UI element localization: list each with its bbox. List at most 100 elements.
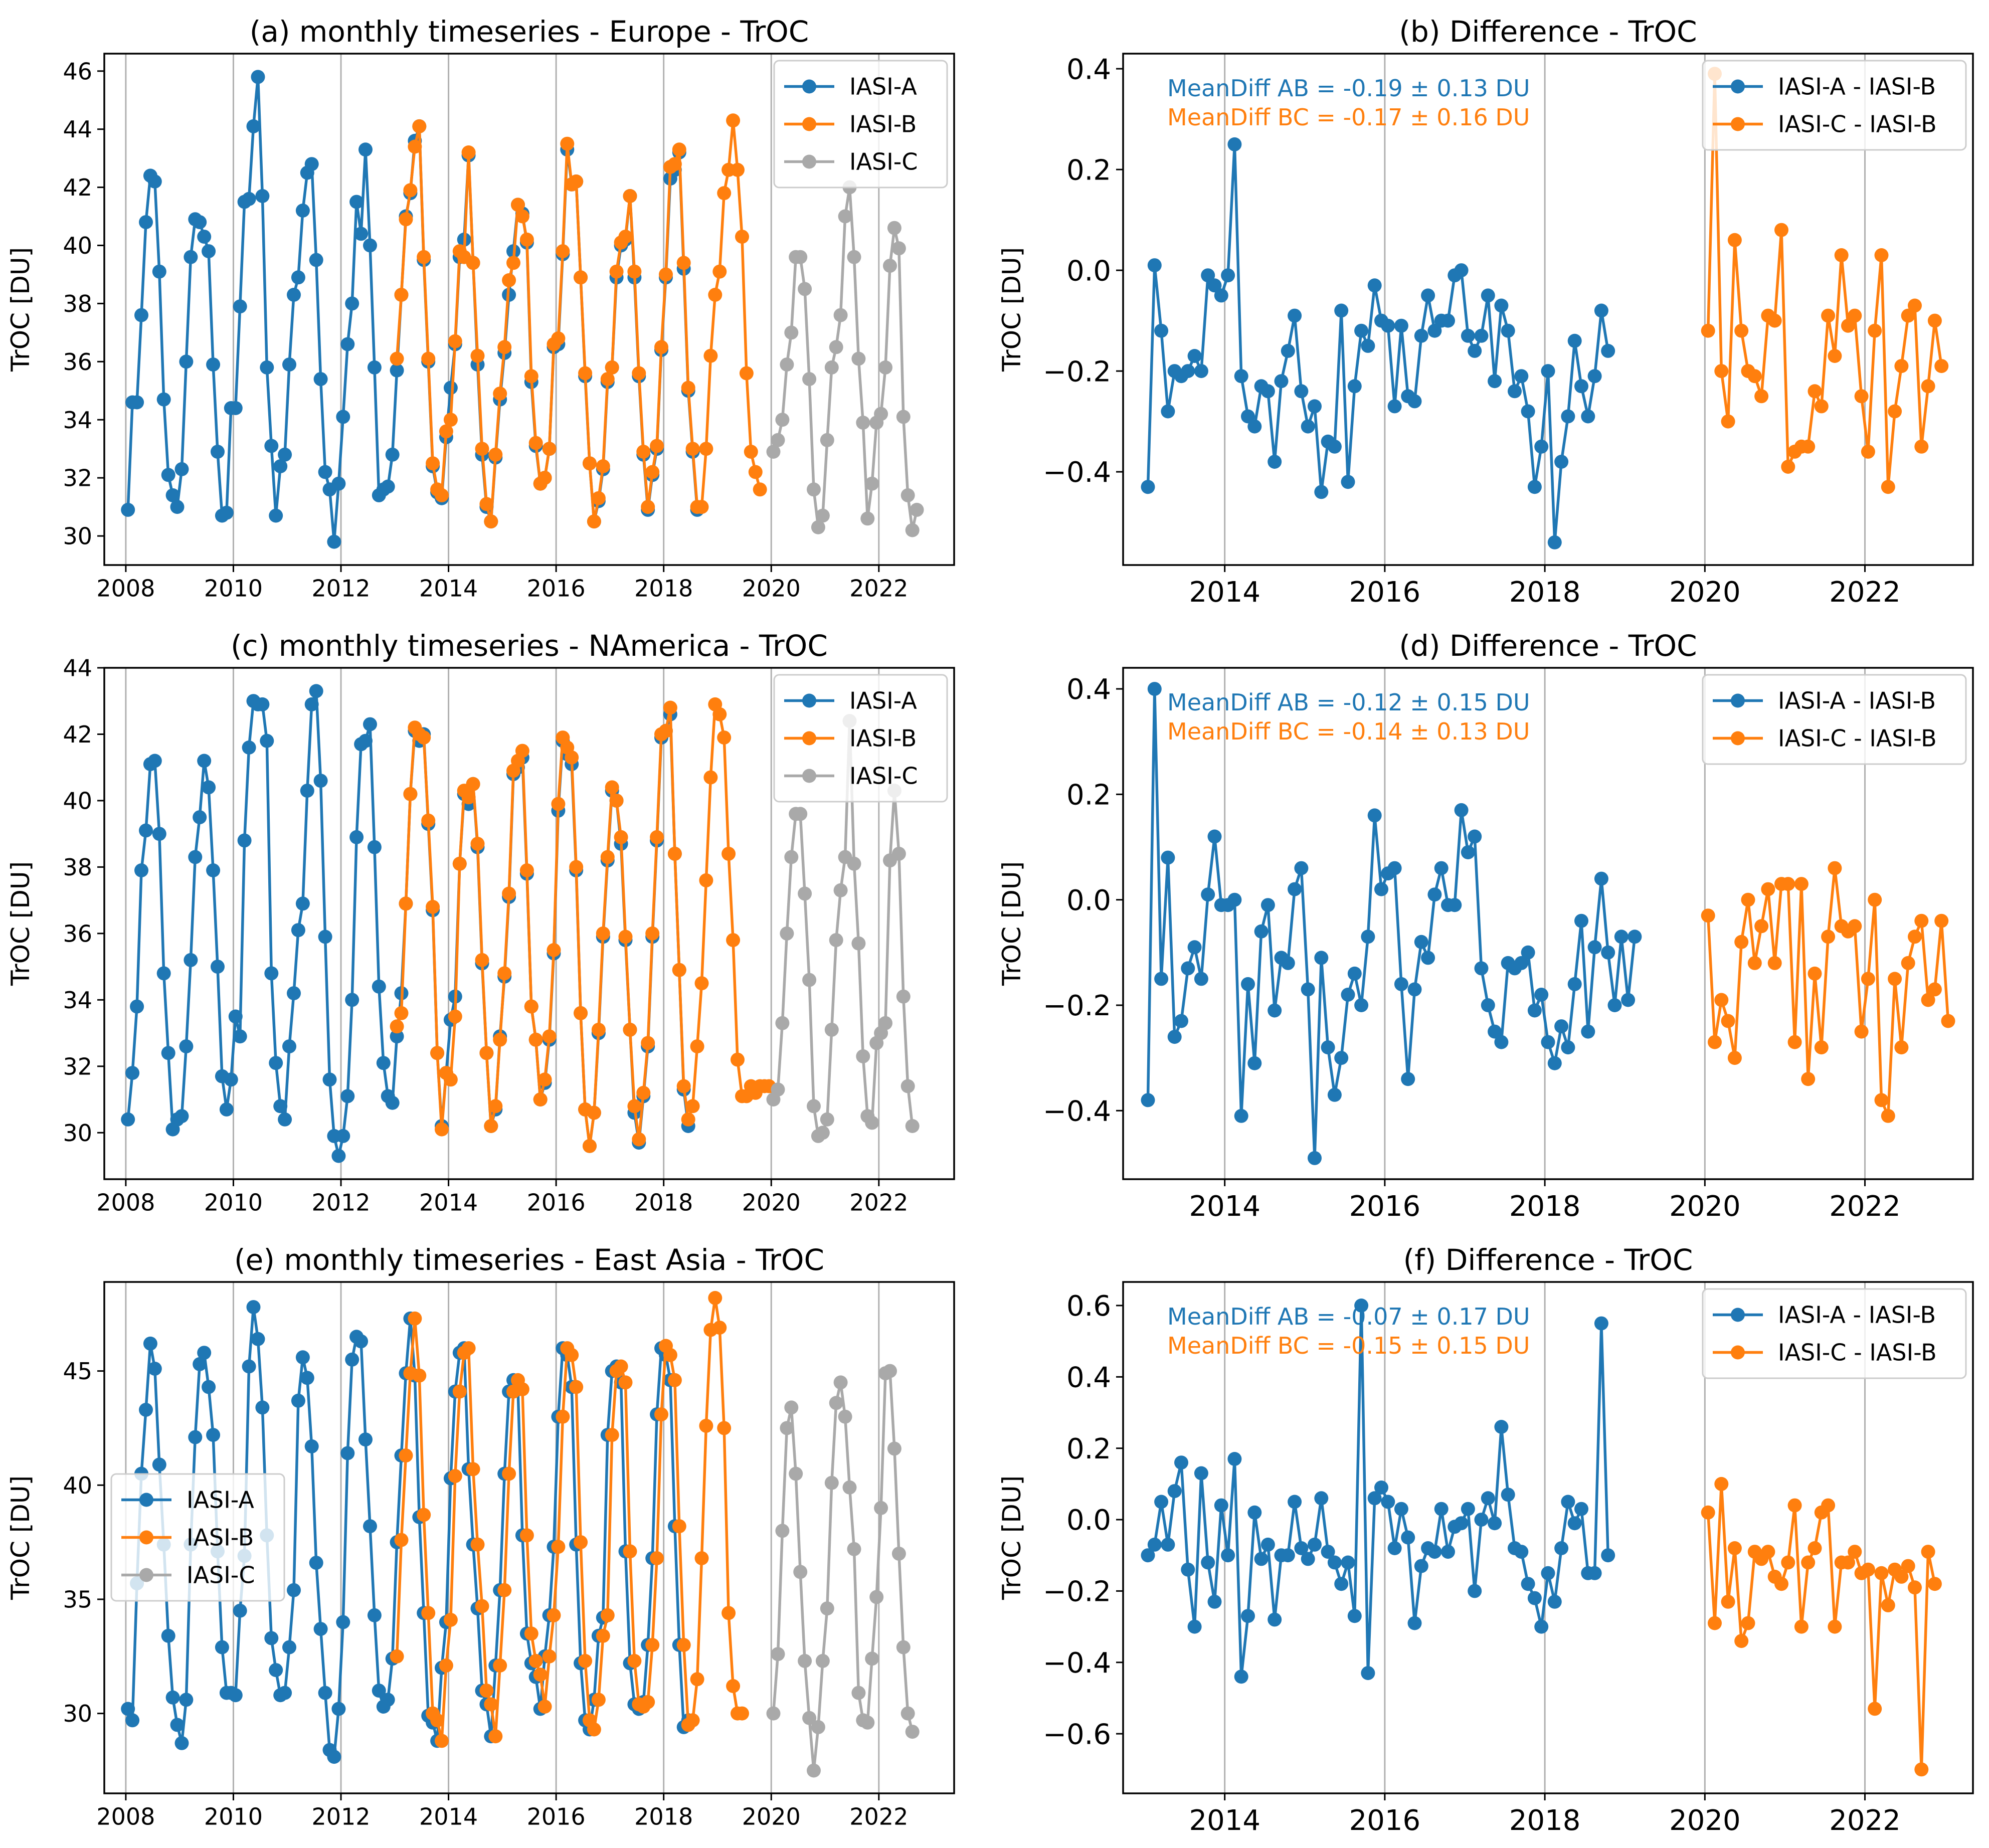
data-point <box>1787 1498 1802 1513</box>
data-point <box>443 381 458 395</box>
data-point <box>1874 248 1889 262</box>
data-point <box>887 1441 901 1456</box>
data-point <box>1914 439 1929 454</box>
data-point <box>188 850 203 864</box>
data-point <box>1821 1498 1836 1513</box>
y-tick-label: 0.2 <box>1066 154 1111 187</box>
data-point <box>345 1352 359 1367</box>
data-point <box>269 1056 283 1070</box>
data-point <box>1848 919 1862 934</box>
data-point <box>156 392 171 407</box>
data-point <box>874 1501 888 1515</box>
data-point <box>1741 1616 1755 1630</box>
data-point <box>1927 313 1942 328</box>
data-point <box>1227 137 1242 151</box>
series-group <box>1141 1299 1942 1777</box>
data-point <box>667 846 682 861</box>
data-point <box>466 256 480 270</box>
y-tick-label: 0.4 <box>1066 53 1111 86</box>
data-point <box>435 1122 449 1137</box>
data-point <box>1741 892 1755 907</box>
data-point <box>1387 861 1402 875</box>
data-point <box>211 445 225 459</box>
legend-box <box>1702 1288 1967 1379</box>
data-point <box>1541 364 1555 379</box>
data-point <box>1621 993 1636 1007</box>
data-point <box>780 926 794 941</box>
data-point <box>1334 1051 1349 1065</box>
data-point <box>574 1535 588 1550</box>
data-point <box>829 933 843 948</box>
panel-b: 2014 2016 2018 2020 2022 −0.4 −0.2 0.0 0.2 0.4 (b)… <box>997 15 1974 609</box>
data-point <box>1914 1762 1929 1777</box>
data-point <box>775 413 790 427</box>
data-point <box>318 1686 332 1700</box>
data-point <box>820 433 834 447</box>
data-point <box>1828 1619 1842 1634</box>
data-point <box>255 189 270 203</box>
data-point <box>1194 972 1208 986</box>
data-point <box>1508 384 1522 399</box>
data-point <box>784 325 799 340</box>
data-point <box>260 360 274 375</box>
data-point <box>206 863 221 877</box>
data-point <box>1908 298 1922 313</box>
data-point <box>1448 898 1462 912</box>
data-point <box>824 1022 839 1037</box>
data-point <box>448 1009 462 1024</box>
data-point <box>1387 399 1402 414</box>
data-point <box>493 1658 507 1673</box>
data-point <box>493 1032 507 1047</box>
data-point <box>1554 1541 1569 1555</box>
y-tick-label: 34 <box>63 407 92 434</box>
data-point <box>905 1725 920 1739</box>
data-point <box>524 369 538 384</box>
data-point <box>681 381 695 395</box>
axes-frame <box>103 1281 955 1794</box>
y-tick-label: −0.4 <box>1043 1647 1111 1680</box>
data-point <box>390 363 404 378</box>
data-point <box>1807 966 1822 981</box>
data-point <box>1494 1035 1509 1049</box>
data-point <box>1294 1541 1309 1555</box>
data-point <box>708 288 722 302</box>
data-point <box>1774 223 1788 237</box>
data-point <box>878 1016 892 1030</box>
y-tick-label: 0.6 <box>1066 1290 1111 1323</box>
y-tick-label: 40 <box>63 1472 92 1499</box>
data-point <box>551 1540 566 1554</box>
data-point <box>650 439 664 453</box>
data-point <box>497 340 512 354</box>
data-point <box>699 1418 713 1433</box>
data-point <box>390 351 404 366</box>
data-point <box>650 1551 664 1565</box>
data-point <box>667 1373 682 1387</box>
data-point <box>1801 439 1816 454</box>
data-point <box>1207 278 1222 293</box>
data-point <box>354 1334 369 1349</box>
data-point <box>295 1350 310 1365</box>
data-point <box>596 459 610 473</box>
data-point <box>851 351 866 366</box>
data-point <box>202 780 216 795</box>
data-point <box>470 837 485 851</box>
data-point <box>426 899 440 914</box>
data-point <box>1841 1555 1855 1570</box>
data-point <box>1781 877 1795 891</box>
data-point <box>130 395 144 410</box>
data-point <box>304 157 319 171</box>
data-point <box>193 810 207 825</box>
data-point <box>771 1647 785 1661</box>
data-point <box>1708 1616 1722 1630</box>
data-point <box>1154 323 1169 338</box>
data-point <box>1807 1541 1822 1555</box>
data-point <box>1301 982 1315 997</box>
data-point <box>1901 956 1915 970</box>
data-point <box>251 1332 265 1346</box>
data-point <box>717 1421 732 1435</box>
data-point <box>358 1432 373 1447</box>
data-point <box>1841 318 1855 333</box>
x-tick-label: 2018 <box>1509 1804 1581 1837</box>
data-point <box>1721 1594 1735 1609</box>
data-point <box>672 1519 686 1534</box>
